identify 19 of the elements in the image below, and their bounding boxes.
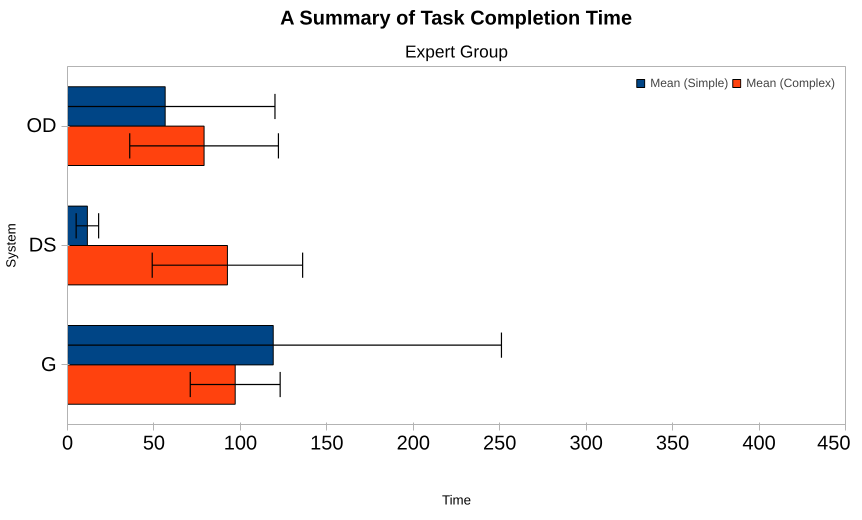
x-tick-label: 400 xyxy=(742,432,776,454)
y-tick-label: G xyxy=(40,354,57,376)
chart-title: A Summary of Task Completion Time xyxy=(280,8,632,30)
x-tick-label: 0 xyxy=(62,432,74,454)
x-tick-label: 150 xyxy=(310,432,344,454)
x-axis-title: Time xyxy=(442,492,472,508)
y-tick-label: OD xyxy=(26,115,56,138)
x-tick-label: 50 xyxy=(142,432,166,454)
chart-subtitle: Expert Group xyxy=(404,42,508,62)
x-tick-label: 350 xyxy=(656,432,690,454)
legend-label: Mean (Simple) xyxy=(650,76,728,90)
x-tick-label: 100 xyxy=(224,432,258,454)
x-tick-label: 300 xyxy=(569,432,603,454)
x-tick-label: 450 xyxy=(817,432,851,454)
x-tick-label: 250 xyxy=(483,432,516,454)
y-axis-title: System xyxy=(4,223,18,268)
y-tick-label: DS xyxy=(28,234,57,256)
legend-label: Mean (Complex) xyxy=(746,76,835,90)
x-tick-label: 200 xyxy=(396,432,430,454)
